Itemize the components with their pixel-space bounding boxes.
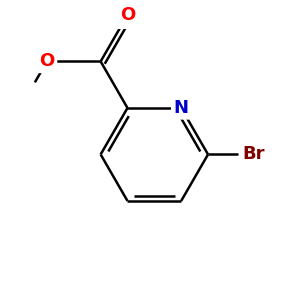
Text: N: N: [174, 99, 189, 117]
Text: O: O: [120, 6, 135, 24]
Text: Br: Br: [242, 146, 264, 164]
Text: O: O: [39, 52, 55, 70]
